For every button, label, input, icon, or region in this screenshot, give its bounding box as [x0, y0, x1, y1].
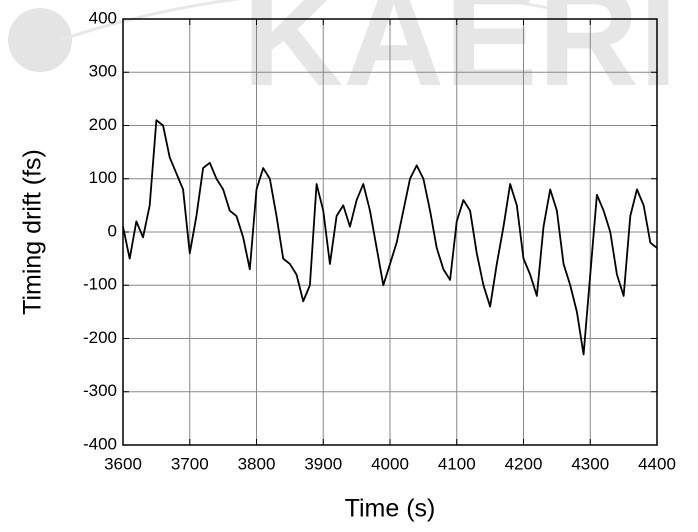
y-tick-label: -300 [83, 381, 117, 400]
x-tick-label: 4000 [371, 454, 409, 473]
x-axis-title: Time (s) [345, 495, 436, 523]
y-tick-label: -400 [83, 434, 117, 453]
x-tick-label: 3900 [304, 454, 342, 473]
x-tick-label: 4100 [438, 454, 476, 473]
y-tick-label: 200 [89, 115, 117, 134]
plot-frame [122, 18, 658, 446]
x-tick-label: 4200 [505, 454, 543, 473]
x-tick-label: 3600 [104, 454, 142, 473]
watermark-logo [8, 8, 72, 72]
x-tick-label: 4300 [571, 454, 609, 473]
y-tick-label: -100 [83, 275, 117, 294]
y-tick-label: 400 [89, 8, 117, 27]
watermark: KAERI [242, 0, 678, 115]
x-tick-label: 3800 [238, 454, 276, 473]
x-tick-label: 3700 [171, 454, 209, 473]
y-axis-title: Timing drift (fs) [19, 149, 47, 315]
y-tick-label: 0 [108, 221, 117, 240]
watermark-arc [59, 0, 561, 42]
data-line [122, 119, 658, 356]
x-tick-label: 4400 [638, 454, 676, 473]
y-tick-label: -200 [83, 328, 117, 347]
y-tick-label: 100 [89, 168, 117, 187]
y-tick-label: 300 [89, 62, 117, 81]
